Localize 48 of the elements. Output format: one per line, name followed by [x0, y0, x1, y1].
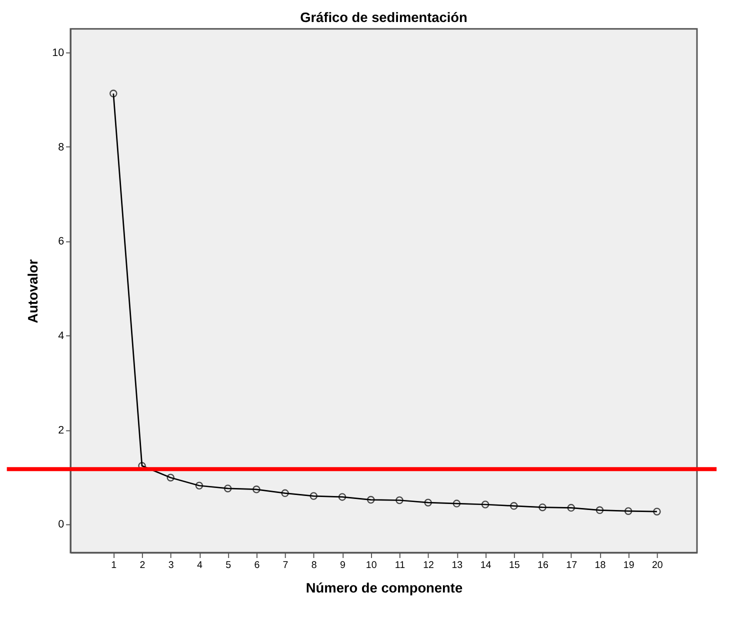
chart-title: Gráfico de sedimentación [300, 10, 468, 26]
x-tick-label: 7 [282, 560, 288, 571]
point [252, 486, 260, 494]
x-tick-label: 17 [566, 560, 578, 571]
x-tick-label: 14 [480, 560, 492, 571]
x-tick-label: 8 [311, 560, 317, 571]
point [338, 493, 346, 501]
point [396, 496, 404, 504]
point [310, 492, 318, 500]
x-axis-title: Número de componente [306, 580, 463, 596]
x-tick-label: 16 [538, 560, 548, 571]
x-tick-label: 9 [340, 560, 346, 571]
x-tick-label: 18 [594, 560, 606, 571]
point [166, 474, 174, 482]
y-tick-label: 10 [52, 46, 64, 59]
y-tick-label: 0 [58, 518, 64, 531]
x-tick-label: 4 [196, 560, 203, 571]
x-tick-label: 11 [394, 560, 406, 571]
point [195, 482, 204, 490]
y-tick-label: 4 [58, 330, 64, 342]
y-axis-title: Autovalor [25, 258, 40, 324]
x-tick-label: 12 [423, 560, 434, 571]
point [481, 500, 490, 508]
point [510, 502, 518, 510]
point [110, 90, 118, 98]
y-tick-label: 8 [58, 141, 64, 154]
point [424, 498, 432, 506]
x-tick-label: 5 [226, 560, 232, 571]
x-tick-label: 19 [623, 560, 634, 571]
y-tick-label: 6 [58, 236, 64, 248]
point [538, 503, 546, 512]
point [596, 506, 604, 514]
x-tick-label: 6 [254, 560, 260, 571]
point [567, 504, 575, 512]
x-tick-label: 10 [366, 560, 378, 571]
point [452, 500, 461, 508]
point [366, 496, 375, 504]
point [624, 507, 632, 515]
point [281, 489, 289, 498]
point [224, 484, 232, 492]
x-tick-label: 13 [452, 560, 463, 571]
x-tick-label: 20 [652, 560, 664, 571]
x-tick-label: 2 [140, 560, 146, 571]
x-tick-label: 15 [508, 560, 520, 571]
x-tick-label: 3 [168, 560, 174, 571]
y-tick-label: 2 [58, 424, 64, 436]
x-tick-label: 1 [111, 560, 117, 571]
point [653, 508, 661, 516]
